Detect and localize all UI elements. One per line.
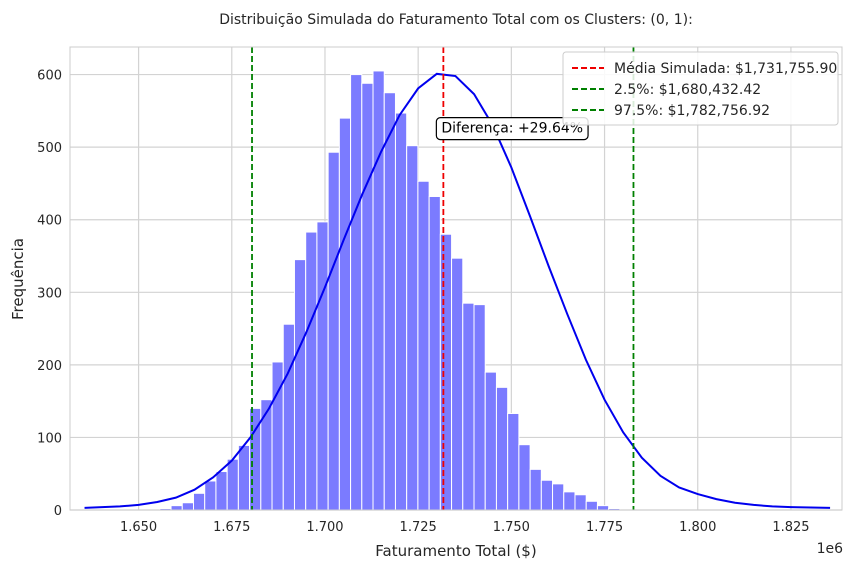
histogram-bar [540, 479, 554, 511]
histogram-bar [170, 505, 183, 511]
histogram-bar [338, 117, 352, 511]
histogram-bar [260, 399, 273, 511]
y-tick-label: 0 [54, 504, 62, 519]
y-tick-label: 400 [37, 214, 62, 229]
histogram-bars [159, 70, 621, 511]
y-axis-label: Frequência [9, 238, 27, 320]
histogram-bar [372, 70, 385, 511]
histogram-bar [574, 494, 587, 511]
legend-entry-mean: Média Simulada: $1,731,755.90 [614, 61, 837, 77]
y-tick-label: 500 [37, 141, 62, 156]
x-tick-label: 1.650 [120, 520, 157, 535]
histogram-bar [406, 145, 419, 511]
histogram-bar [552, 483, 565, 511]
histogram-bar [507, 412, 520, 511]
histogram-bar [529, 468, 542, 511]
x-tick-label: 1.700 [306, 520, 343, 535]
legend: Média Simulada: $1,731,755.90 2.5%: $1,6… [562, 51, 839, 126]
histogram-bar [484, 371, 497, 511]
histogram-bar [585, 500, 598, 511]
x-tick-label: 1.800 [679, 520, 716, 535]
histogram-bar [394, 112, 408, 511]
legend-box [562, 51, 839, 126]
histogram-bar [327, 151, 340, 511]
x-tick-label: 1.750 [493, 520, 530, 535]
annotation-text: Diferença: +29.64% [441, 121, 583, 137]
histogram-bar [226, 458, 239, 511]
annotation-box: Diferença: +29.64% [435, 117, 589, 141]
histogram-bar [237, 444, 251, 511]
histogram-bar [181, 502, 194, 511]
chart-title: Distribuição Simulada do Faturamento Tot… [219, 12, 693, 28]
histogram-bar [383, 92, 396, 511]
histogram-bar [417, 180, 430, 511]
x-tick-label: 1.675 [213, 520, 250, 535]
histogram-bar [204, 480, 217, 511]
histogram-bar [563, 491, 576, 511]
y-tick-label: 300 [37, 286, 62, 301]
x-tick-label: 1.775 [586, 520, 623, 535]
histogram-bar [282, 323, 295, 511]
y-tick-label: 100 [37, 431, 62, 446]
histogram-bar [316, 221, 329, 511]
histogram-bar [495, 386, 509, 511]
annotation-background [435, 117, 589, 141]
histogram-bar [596, 505, 610, 511]
histogram-bar [350, 74, 363, 511]
legend-entry-p2-5: 2.5%: $1,680,432.42 [614, 82, 761, 98]
histogram-bar [451, 257, 464, 511]
histogram-bar [439, 233, 453, 511]
x-tick-label: 1.725 [400, 520, 437, 535]
x-axis-label: Faturamento Total ($) [375, 542, 536, 560]
plot-frame [69, 46, 843, 511]
kde-curve [84, 72, 831, 509]
x-tick-label: 1.825 [772, 520, 809, 535]
legend-entry-p97-5: 97.5%: $1,782,756.92 [614, 103, 770, 119]
histogram-bar [293, 259, 307, 511]
x-axis-ticks: 1.650 1.675 1.700 1.725 1.750 1.775 1.800 1.825 [120, 520, 810, 535]
histogram-bar [305, 231, 318, 511]
histogram-bar [473, 304, 486, 511]
x-offset-label: 1e6 [817, 541, 844, 557]
histogram-bar [462, 302, 475, 511]
y-axis-ticks: 0 100 200 300 400 500 600 [37, 69, 62, 519]
y-tick-label: 600 [37, 69, 62, 84]
histogram-bar [361, 82, 374, 511]
histogram-bar [428, 195, 441, 511]
histogram-bar [518, 444, 531, 511]
histogram-bar [192, 492, 206, 511]
y-tick-label: 200 [37, 359, 62, 374]
histogram-bar [215, 471, 228, 511]
